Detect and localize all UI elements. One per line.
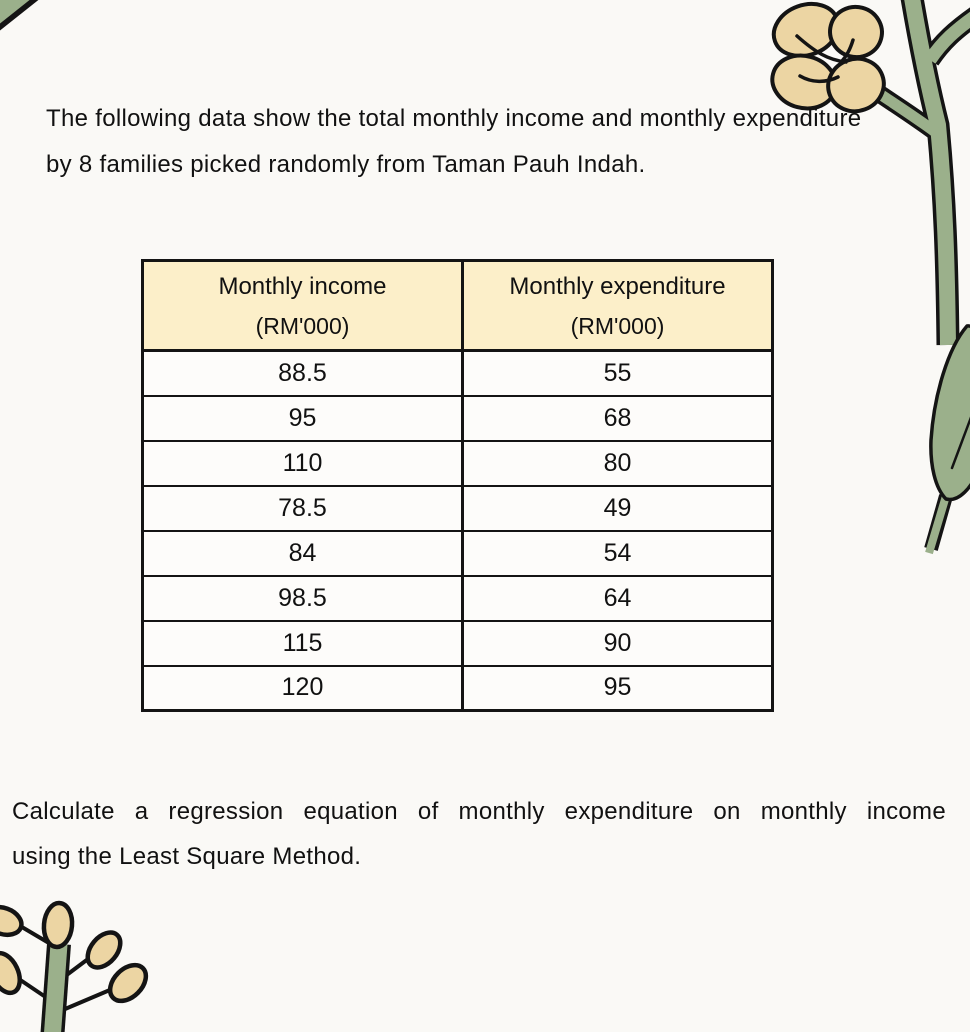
income-cell: 95 — [141, 394, 464, 442]
table-header-row: Monthly income (RM'000) Monthly expendit… — [141, 259, 774, 352]
flower-buds-icon — [0, 900, 149, 1032]
table-row: 88.5 55 — [141, 349, 774, 397]
table-row: 110 80 — [141, 439, 774, 487]
table-row: 84 54 — [141, 529, 774, 577]
table-row: 98.5 64 — [141, 574, 774, 622]
income-cell: 120 — [141, 664, 464, 712]
corner-leaf-icon — [0, 0, 39, 31]
income-cell: 110 — [141, 439, 464, 487]
income-column-unit: (RM'000) — [255, 312, 350, 339]
table-row: 120 95 — [141, 664, 774, 712]
expenditure-cell: 80 — [461, 439, 774, 487]
question-line-2: using the Least Square Method. — [12, 843, 362, 870]
leaf-icon — [929, 324, 970, 502]
expenditure-cell: 55 — [461, 349, 774, 397]
question-line-1: Calculate a regression equation of month… — [12, 798, 946, 825]
table-container: Monthly income (RM'000) Monthly expendit… — [141, 259, 774, 712]
income-column-title: Monthly income — [218, 272, 387, 300]
expenditure-cell: 68 — [461, 394, 774, 442]
income-expenditure-table: Monthly income (RM'000) Monthly expendit… — [141, 259, 774, 712]
expenditure-cell: 64 — [461, 574, 774, 622]
table-row: 78.5 49 — [141, 484, 774, 532]
table-row: 115 90 — [141, 619, 774, 667]
income-cell: 78.5 — [141, 484, 464, 532]
table-row: 95 68 — [141, 394, 774, 442]
income-cell: 98.5 — [141, 574, 464, 622]
expenditure-column-unit: (RM'000) — [570, 312, 665, 339]
intro-paragraph: The following data show the total monthl… — [46, 96, 956, 188]
col-header-expenditure: Monthly expenditure (RM'000) — [461, 259, 774, 352]
intro-line-1: The following data show the total monthl… — [46, 105, 862, 132]
income-cell: 84 — [141, 529, 464, 577]
stem-icon — [843, 0, 970, 555]
col-header-income: Monthly income (RM'000) — [141, 259, 464, 352]
question-paragraph: Calculate a regression equation of month… — [12, 789, 946, 879]
expenditure-cell: 49 — [461, 484, 774, 532]
expenditure-cell: 95 — [461, 664, 774, 712]
income-cell: 88.5 — [141, 349, 464, 397]
income-cell: 115 — [141, 619, 464, 667]
expenditure-cell: 90 — [461, 619, 774, 667]
intro-line-2: by 8 families picked randomly from Taman… — [46, 151, 646, 178]
expenditure-cell: 54 — [461, 529, 774, 577]
expenditure-column-title: Monthly expenditure — [509, 272, 726, 300]
